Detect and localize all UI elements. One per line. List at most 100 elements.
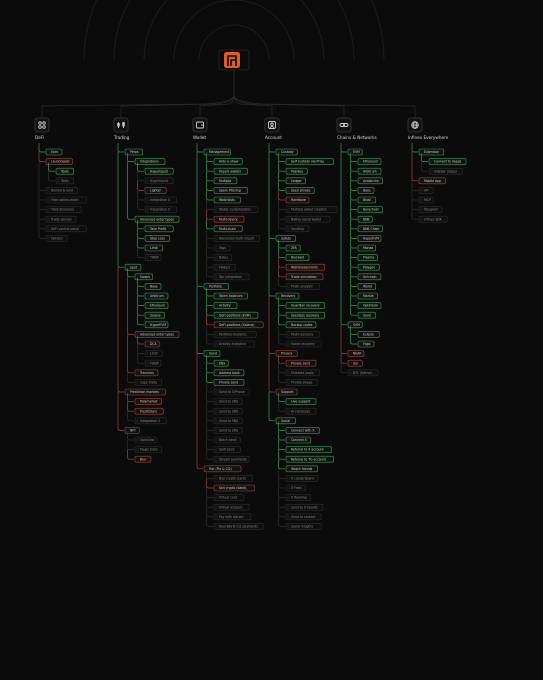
node-box [285,427,320,434]
wallet-icon [196,121,204,129]
node-box [134,215,180,223]
node-box [285,187,315,194]
roadmap-node: DeFi control panel [51,227,79,231]
node-box [285,407,317,415]
node-box [213,513,252,521]
roadmap-node: Send to X handle [291,505,318,509]
hub-connector-infinex-everywhere [233,70,416,118]
node-box [213,379,245,386]
node-box [213,187,248,194]
node-box [144,292,169,300]
roadmap-node: Spam filtering [219,189,241,193]
roadmap-node: Support [281,390,294,394]
node-box [124,388,166,396]
node-box [144,206,178,213]
node-box [144,302,169,309]
roadmap-node: Ledger [291,179,302,183]
roadmap-node: Self custody via Privy [291,160,324,164]
wallet-icon-box [192,117,208,133]
roadmap-node: Advanced order types [140,333,174,337]
roadmap-node: Private swaps [291,381,313,385]
roadmap-node: Avalanche [363,179,379,183]
roadmap-node: Referral to TG account [291,457,327,461]
node-box [134,446,162,453]
node-box [213,225,243,233]
category-label-chains: Chains & Networks [337,135,377,140]
roadmap-node: TWAP [149,256,159,260]
roadmap-node: Hide & show [219,160,239,164]
node-box [285,331,320,338]
node-box [55,167,75,175]
node-box [357,331,380,338]
roadmap-node: X Ranking [291,496,307,500]
roadmap-node: World [363,285,372,289]
roadmap-node: BNB Chain [363,227,379,231]
roadmap-node: Send to SNS [219,429,238,433]
roadmap-node: Hardware [291,198,306,202]
node-box [45,215,77,223]
node-box [144,254,162,261]
node-box [213,167,248,175]
roadmap-node: Sidebar (dapp) [434,169,457,173]
roadmap-node: Folders [219,265,231,269]
category-label-trading: Trading [113,135,130,140]
roadmap-node: Hyperliquid [150,179,168,183]
node-box [45,187,79,194]
node-box [285,283,320,290]
roadmap-node: Arbitrum [363,169,377,173]
roadmap-node: Multi-chain [219,227,236,231]
node-box [213,235,261,242]
node-box [213,417,243,425]
roadmap-node: Passkey [291,169,303,173]
roadmap-node: Limit [150,246,158,250]
node-box [357,158,382,165]
roadmap-node: DeFi positions (EVM) [219,313,251,317]
node-box [418,215,448,223]
node-box [285,475,319,482]
node-box [134,455,152,463]
category-label-account: Account [265,135,282,140]
roadmap-node: Referral to X account [291,448,324,452]
defi-icon [38,121,46,129]
roadmap-node: Launchpads [51,160,70,164]
category-infinex-everywhere: Infinex Everywhere Extension Connect to da… [407,117,467,223]
node-box [144,187,167,194]
node-box [357,187,375,194]
roadmap-node: Base [150,285,158,289]
node-box [213,254,233,261]
roadmap-node: Phish analysis [291,285,313,289]
node-box [144,177,174,185]
node-box [144,350,164,357]
roadmap-node: Yield optimization [51,198,79,202]
node-box [428,158,467,165]
node-box [275,235,296,242]
node-box [213,359,229,367]
node-box [144,225,174,233]
hub-connector-trading [120,70,235,118]
roadmap-node: DCA [150,342,158,346]
roadmap-node: Integration X [150,208,171,212]
node-box [285,446,333,453]
node-box [285,263,326,271]
node-box [213,321,264,329]
node-box [347,321,363,329]
roadmap-node: API [424,189,429,193]
chains-icon [339,123,349,127]
node-box [213,503,250,511]
hub-connector-wallet [199,70,235,118]
node-box [213,196,241,204]
node-box [347,350,365,357]
node-box [213,475,254,482]
node-box [134,273,154,281]
node-box [144,321,169,329]
node-box [213,407,243,415]
roadmap-node: Tax integration [218,275,242,279]
roadmap-node: AI concierge [291,409,310,413]
node-box [418,187,434,194]
defi-icon-box [34,117,50,133]
node-box [357,167,382,175]
roadmap-node: Sonic [363,313,372,317]
node-box [357,311,377,319]
roadmap-node: Token balances [218,294,243,298]
roadmap-node: Magic Eden [140,448,158,452]
